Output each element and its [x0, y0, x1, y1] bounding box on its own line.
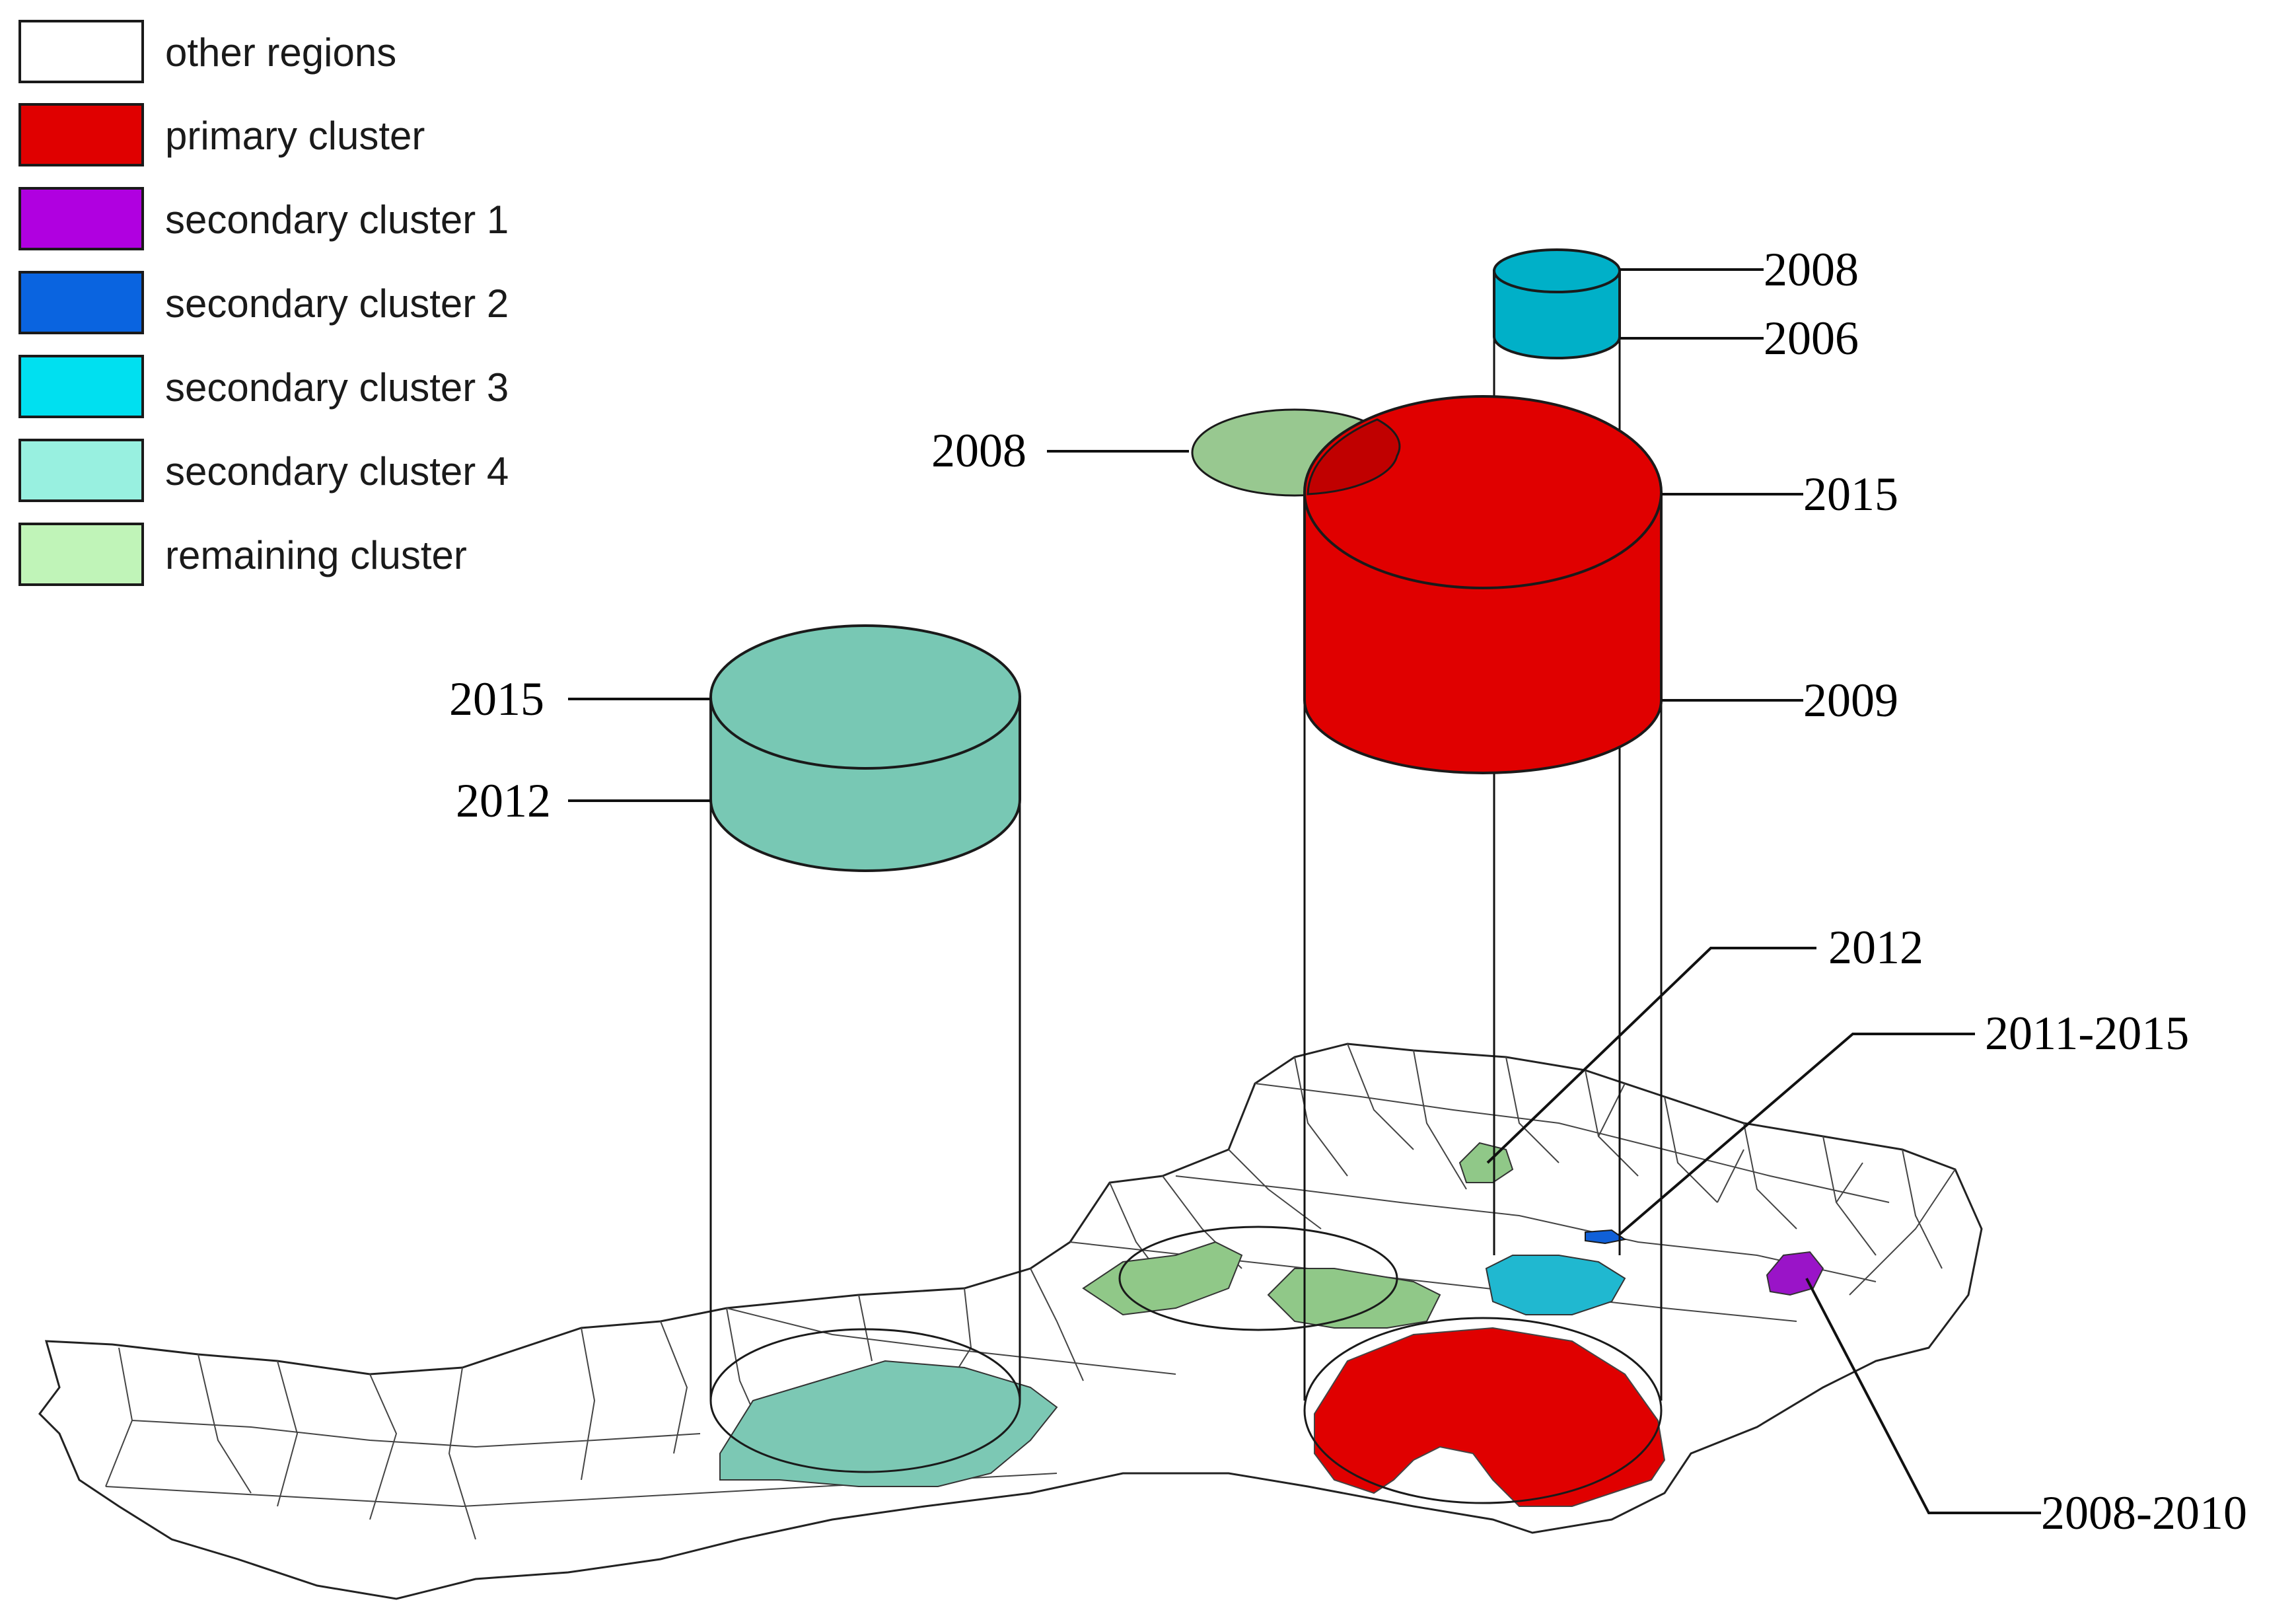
legend-label: remaining cluster — [165, 533, 467, 577]
cluster4-map-region — [719, 1360, 1058, 1487]
primary-ground-ellipse — [1303, 1317, 1663, 1504]
leader-line — [1805, 1278, 2041, 1514]
primary-bottom-year-label: 2009 — [1803, 674, 1898, 727]
legend-swatch — [18, 103, 144, 166]
legend-label: secondary cluster 2 — [165, 281, 509, 326]
cluster3-top-year-label: 2008 — [1764, 243, 1859, 296]
legend-item-secondary-cluster-2: secondary cluster 2 — [18, 271, 509, 334]
legend-swatch — [18, 439, 144, 502]
remaining-cluster-map-region-west — [1082, 1241, 1243, 1316]
secondary-cluster-2-map-region — [1585, 1229, 1627, 1245]
legend-label: secondary cluster 3 — [165, 365, 509, 410]
region-boundaries — [105, 1043, 1956, 1540]
legend-swatch — [18, 187, 144, 250]
cluster3-bottom-year-label: 2006 — [1764, 312, 1859, 365]
leader-line — [1617, 1033, 1975, 1237]
cylinder-top — [709, 624, 1021, 770]
secondary2-year-label: 2011-2015 — [1985, 1007, 2189, 1060]
legend-label: other regions — [165, 30, 396, 75]
secondary-cluster-3-map-region — [1485, 1255, 1626, 1315]
cluster4-top-year-label: 2015 — [449, 673, 544, 725]
legend-item-primary-cluster: primary cluster — [18, 103, 425, 166]
remaining-small-year-label: 2012 — [1828, 921, 1923, 974]
legend-label: secondary cluster 4 — [165, 449, 509, 494]
cluster3-cylinder — [1493, 248, 1621, 359]
remaining-ground-ellipse — [1118, 1226, 1398, 1331]
legend-label: primary cluster — [165, 114, 425, 158]
legend: other regions primary cluster secondary … — [18, 20, 509, 586]
legend-label: secondary cluster 1 — [165, 198, 509, 242]
year-labels: 2008 2006 2008 2015 2009 2015 2012 2012 … — [449, 243, 2247, 1539]
legend-item-secondary-cluster-1: secondary cluster 1 — [18, 187, 509, 250]
primary-cluster-map-region — [1314, 1327, 1666, 1507]
cylinder-top — [1303, 395, 1663, 589]
cluster4-ground-ellipse — [709, 1328, 1021, 1473]
cluster4-cylinder — [709, 624, 1021, 872]
base-map — [38, 1043, 1983, 1600]
legend-swatch — [18, 20, 144, 83]
legend-swatch — [18, 523, 144, 586]
overlap-area — [1307, 418, 1401, 495]
cylinder-top — [1493, 248, 1621, 293]
primary-cylinder — [1303, 395, 1663, 774]
legend-item-other-regions: other regions — [18, 20, 396, 83]
remaining-cylinder-year-label: 2008 — [931, 424, 1026, 477]
leader-lines — [568, 268, 2041, 1514]
legend-item-remaining-cluster: remaining cluster — [18, 523, 467, 586]
legend-item-secondary-cluster-3: secondary cluster 3 — [18, 355, 509, 418]
ground-ellipses — [709, 1226, 1663, 1504]
leader-line — [1486, 947, 1816, 1164]
legend-swatch — [18, 271, 144, 334]
map-outline — [38, 1043, 1983, 1600]
legend-swatch — [18, 355, 144, 418]
cluster4-bottom-year-label: 2012 — [456, 774, 551, 827]
secondary1-year-label: 2008-2010 — [2041, 1486, 2247, 1539]
legend-item-secondary-cluster-4: secondary cluster 4 — [18, 439, 509, 502]
primary-top-year-label: 2015 — [1803, 468, 1898, 521]
cylinder-body — [1493, 270, 1621, 359]
